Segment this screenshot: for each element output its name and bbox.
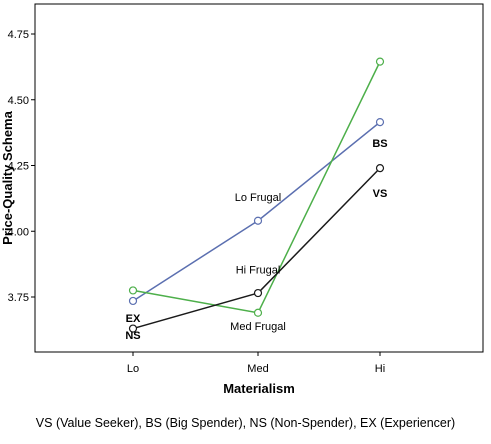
data-point	[128, 324, 138, 333]
x-tick-label: Lo	[127, 363, 139, 375]
y-tick-label: 4.75	[8, 29, 29, 41]
plot-frame	[34, 3, 484, 353]
data-point	[253, 288, 263, 298]
x-axis-title: Materialism	[223, 381, 295, 396]
annotation-label: Lo Frugal	[235, 192, 281, 204]
data-point	[128, 286, 138, 295]
y-tick-label: 4.00	[8, 226, 29, 238]
data-point	[253, 216, 263, 225]
footnote: VS (Value Seeker), BS (Big Spender), NS …	[35, 416, 456, 430]
data-point	[375, 164, 385, 173]
series-lines	[128, 57, 385, 333]
annotation-label: Hi Frugal	[236, 264, 281, 276]
data-point	[375, 57, 385, 66]
annotation-label: NS	[125, 330, 140, 342]
annotations: Lo Frugal Hi Frugal Med Frugal BS VS EX NS	[125, 138, 387, 342]
x-tick-label: Hi	[375, 363, 385, 375]
y-axis-title: Price-Quality Schema	[0, 110, 15, 244]
annotation-label: VS	[373, 188, 388, 200]
annotation-label: Med Frugal	[230, 321, 286, 333]
x-axis-ticks: Lo Med Hi	[127, 352, 385, 375]
x-tick-label: Med	[247, 363, 268, 375]
annotation-label: BS	[372, 138, 387, 150]
data-point	[375, 118, 385, 127]
y-axis-ticks: 3.75 4.00 4.25 4.50 4.75	[8, 29, 35, 304]
y-tick-label: 4.25	[8, 161, 29, 173]
annotation-label: EX	[126, 313, 141, 325]
data-point	[128, 296, 138, 306]
y-tick-label: 3.75	[8, 292, 29, 304]
y-tick-label: 4.50	[8, 95, 29, 107]
data-point	[253, 308, 263, 317]
